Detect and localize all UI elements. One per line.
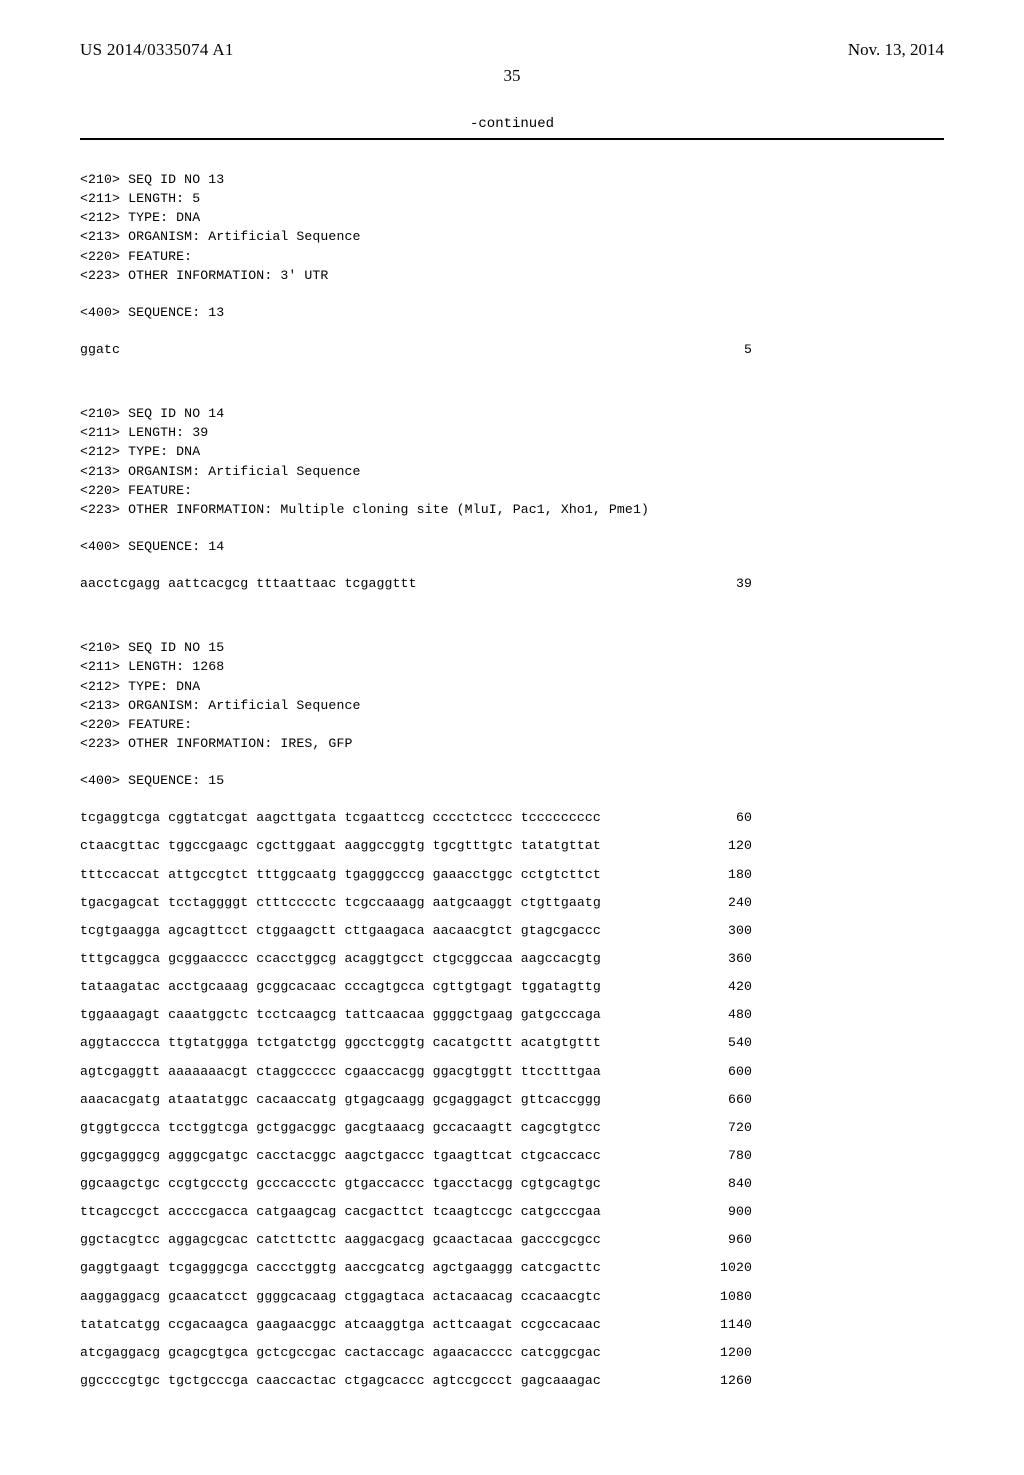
sequence-label: <400> SEQUENCE: 15 [80, 771, 944, 790]
sequence-position: 240 [704, 893, 752, 912]
sequence-position: 180 [704, 865, 752, 884]
spacer [80, 519, 944, 537]
sequence-row: tttgcaggca gcggaacccc ccacctggcg acaggtg… [80, 949, 752, 968]
sequence-position: 540 [704, 1033, 752, 1052]
sequence-row: aggtacccca ttgtatggga tctgatctgg ggcctcg… [80, 1033, 752, 1052]
sequence-listing: <210> SEQ ID NO 13 <211> LENGTH: 5 <212>… [80, 170, 944, 1435]
sequence-meta: <210> SEQ ID NO 14 <211> LENGTH: 39 <212… [80, 404, 944, 519]
sequence-text: aaacacgatg ataatatggc cacaaccatg gtgagca… [80, 1090, 601, 1109]
sequence-text: ggccccgtgc tgctgcccga caaccactac ctgagca… [80, 1371, 601, 1390]
spacer [80, 753, 944, 771]
sequence-position: 300 [704, 921, 752, 940]
sequence-position: 1260 [704, 1371, 752, 1390]
sequence-text: tcgtgaagga agcagttcct ctggaagctt cttgaag… [80, 921, 601, 940]
sequence-row: gaggtgaagt tcgagggcga caccctggtg aaccgca… [80, 1258, 752, 1277]
sequence-row: agtcgaggtt aaaaaaacgt ctaggccccc cgaacca… [80, 1062, 752, 1081]
sequence-text: tcgaggtcga cggtatcgat aagcttgata tcgaatt… [80, 808, 601, 827]
sequence-position: 900 [704, 1202, 752, 1221]
sequence-position: 780 [704, 1146, 752, 1165]
sequence-text: atcgaggacg gcagcgtgca gctcgccgac cactacc… [80, 1343, 601, 1362]
sequence-position: 840 [704, 1174, 752, 1193]
header-rule [80, 138, 944, 140]
spacer [80, 556, 944, 574]
continued-label: -continued [80, 116, 944, 132]
sequence-row: ggatc 5 [80, 340, 752, 359]
spacer [80, 322, 944, 340]
sequence-position: 1140 [704, 1315, 752, 1334]
sequence-text: ggcaagctgc ccgtgccctg gcccaccctc gtgacca… [80, 1174, 601, 1193]
sequence-position: 5 [704, 340, 752, 359]
sequence-position: 960 [704, 1230, 752, 1249]
sequence-text: aacctcgagg aattcacgcg tttaattaac tcgaggt… [80, 574, 417, 593]
sequence-position: 60 [704, 808, 752, 827]
sequence-position: 1020 [704, 1258, 752, 1277]
sequence-position: 600 [704, 1062, 752, 1081]
patent-id: US 2014/0335074 A1 [80, 40, 234, 60]
sequence-text: tgacgagcat tcctaggggt ctttcccctc tcgccaa… [80, 893, 601, 912]
sequence-text: gaggtgaagt tcgagggcga caccctggtg aaccgca… [80, 1258, 601, 1277]
sequence-text: aggtacccca ttgtatggga tctgatctgg ggcctcg… [80, 1033, 601, 1052]
sequence-text: tatatcatgg ccgacaagca gaagaacggc atcaagg… [80, 1315, 601, 1334]
sequence-row: tataagatac acctgcaaag gcggcacaac cccagtg… [80, 977, 752, 996]
sequence-position: 660 [704, 1090, 752, 1109]
sequence-row: tgacgagcat tcctaggggt ctttcccctc tcgccaa… [80, 893, 752, 912]
sequence-text: ggatc [80, 340, 120, 359]
spacer [80, 602, 944, 620]
sequence-row: ggccccgtgc tgctgcccga caaccactac ctgagca… [80, 1371, 752, 1390]
sequence-text: ggctacgtcc aggagcgcac catcttcttc aaggacg… [80, 1230, 601, 1249]
sequence-text: tttccaccat attgccgtct tttggcaatg tgagggc… [80, 865, 601, 884]
sequence-text: ctaacgttac tggccgaagc cgcttggaat aaggccg… [80, 836, 601, 855]
sequence-text: tataagatac acctgcaaag gcggcacaac cccagtg… [80, 977, 601, 996]
sequence-text: tggaaagagt caaatggctc tcctcaagcg tattcaa… [80, 1005, 601, 1024]
sequence-text: gtggtgccca tcctggtcga gctggacggc gacgtaa… [80, 1118, 601, 1137]
spacer [80, 285, 944, 303]
sequence-row: gtggtgccca tcctggtcga gctggacggc gacgtaa… [80, 1118, 752, 1137]
spacer [80, 1399, 944, 1417]
spacer [80, 1417, 944, 1435]
sequence-row: ggcgagggcg agggcgatgc cacctacggc aagctga… [80, 1146, 752, 1165]
sequence-position: 720 [704, 1118, 752, 1137]
sequence-row: atcgaggacg gcagcgtgca gctcgccgac cactacc… [80, 1343, 752, 1362]
sequence-row: aacctcgagg aattcacgcg tttaattaac tcgaggt… [80, 574, 752, 593]
sequence-text: aaggaggacg gcaacatcct ggggcacaag ctggagt… [80, 1287, 601, 1306]
spacer [80, 620, 944, 638]
page-number: 35 [80, 66, 944, 86]
sequence-position: 480 [704, 1005, 752, 1024]
sequence-row: aaacacgatg ataatatggc cacaaccatg gtgagca… [80, 1090, 752, 1109]
sequence-text: agtcgaggtt aaaaaaacgt ctaggccccc cgaacca… [80, 1062, 601, 1081]
sequence-row: aaggaggacg gcaacatcct ggggcacaag ctggagt… [80, 1287, 752, 1306]
sequence-position: 39 [704, 574, 752, 593]
sequence-position: 1200 [704, 1343, 752, 1362]
sequence-position: 1080 [704, 1287, 752, 1306]
sequence-row: ctaacgttac tggccgaagc cgcttggaat aaggccg… [80, 836, 752, 855]
spacer [80, 368, 944, 386]
sequence-label: <400> SEQUENCE: 13 [80, 303, 944, 322]
sequence-meta: <210> SEQ ID NO 13 <211> LENGTH: 5 <212>… [80, 170, 944, 285]
page-header: US 2014/0335074 A1 Nov. 13, 2014 [80, 40, 944, 60]
sequence-row: tatatcatgg ccgacaagca gaagaacggc atcaagg… [80, 1315, 752, 1334]
sequence-row: tggaaagagt caaatggctc tcctcaagcg tattcaa… [80, 1005, 752, 1024]
sequence-row: ggcaagctgc ccgtgccctg gcccaccctc gtgacca… [80, 1174, 752, 1193]
sequence-text: ttcagccgct accccgacca catgaagcag cacgact… [80, 1202, 601, 1221]
publication-date: Nov. 13, 2014 [848, 40, 944, 60]
sequence-position: 420 [704, 977, 752, 996]
sequence-row: tcgtgaagga agcagttcct ctggaagctt cttgaag… [80, 921, 752, 940]
sequence-position: 120 [704, 836, 752, 855]
sequence-meta: <210> SEQ ID NO 15 <211> LENGTH: 1268 <2… [80, 638, 944, 753]
spacer [80, 386, 944, 404]
sequence-row: tttccaccat attgccgtct tttggcaatg tgagggc… [80, 865, 752, 884]
page-container: US 2014/0335074 A1 Nov. 13, 2014 35 -con… [0, 0, 1024, 1475]
sequence-row: ttcagccgct accccgacca catgaagcag cacgact… [80, 1202, 752, 1221]
sequence-row: tcgaggtcga cggtatcgat aagcttgata tcgaatt… [80, 808, 752, 827]
sequence-position: 360 [704, 949, 752, 968]
sequence-text: tttgcaggca gcggaacccc ccacctggcg acaggtg… [80, 949, 601, 968]
sequence-label: <400> SEQUENCE: 14 [80, 537, 944, 556]
spacer [80, 790, 944, 808]
sequence-row: ggctacgtcc aggagcgcac catcttcttc aaggacg… [80, 1230, 752, 1249]
sequence-text: ggcgagggcg agggcgatgc cacctacggc aagctga… [80, 1146, 601, 1165]
